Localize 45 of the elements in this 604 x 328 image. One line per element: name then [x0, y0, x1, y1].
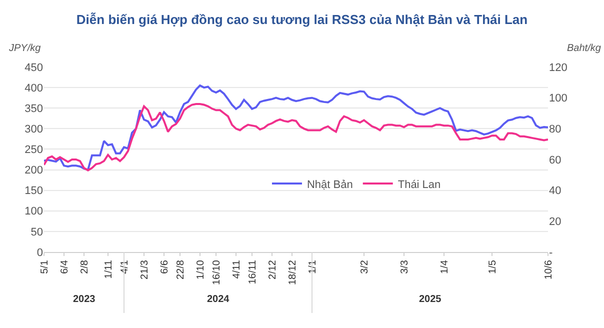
y-tick-label: 450 — [24, 62, 43, 74]
y2-tick-label: 80 — [549, 124, 562, 136]
y2-tick-label: 40 — [549, 185, 562, 198]
y-tick-label: 100 — [24, 206, 43, 218]
text: 2023 — [73, 294, 96, 305]
y-tick-label: 50 — [30, 226, 43, 238]
y-tick-label: 300 — [24, 124, 43, 136]
y-tick-label: 0 — [36, 246, 43, 259]
y-axis-title: JPY/kg — [8, 43, 42, 54]
x-tick-label: 1/10 — [195, 260, 206, 280]
y-tick-label: 150 — [24, 185, 43, 198]
legend-label: Nhật Bản — [306, 178, 353, 191]
x-tick-label: 6/6 — [159, 260, 170, 274]
text: 2024 — [207, 294, 230, 305]
x-tick-label: 21/3 — [139, 260, 150, 280]
y2-tick-label: 20 — [549, 216, 562, 228]
x-tick-label: 1/11 — [103, 260, 114, 279]
text: 2025 — [419, 294, 442, 305]
x-tick-label: 3/3 — [399, 260, 410, 274]
y2-axis-title: Baht/kg — [567, 43, 602, 54]
x-tick-label: 1/5 — [487, 260, 498, 274]
legend-label: Thái Lan — [398, 178, 441, 191]
x-tick-label: 1/4 — [439, 260, 450, 274]
y2-tick-label: 100 — [549, 92, 568, 105]
x-tick-label: 5/1 — [39, 260, 50, 274]
y-tick-label: 350 — [24, 102, 43, 115]
x-tick-label: 6/4 — [59, 260, 70, 274]
x-tick-label: 10/6 — [543, 260, 554, 280]
y-tick-label: 200 — [24, 164, 43, 177]
x-tick-label: 22/8 — [175, 260, 186, 280]
chart-title: Diễn biến giá Hợp đồng cao su tương lai RSS3 của Nhật Bản và Thái Lan — [76, 12, 528, 27]
y-tick-label: 250 — [24, 144, 43, 156]
x-tick-label: 2/12 — [267, 260, 278, 280]
x-tick-label: 4/11 — [231, 260, 242, 279]
x-tick-label: 18/12 — [287, 260, 298, 286]
x-tick-label: 2/8 — [79, 260, 90, 274]
y2-tick-label: 60 — [549, 154, 562, 166]
x-tick-label: 16/10 — [211, 260, 222, 286]
y-tick-label: 400 — [24, 82, 43, 94]
line-series — [44, 84, 548, 171]
y2-tick-label: - — [549, 246, 553, 259]
line-series — [44, 103, 548, 172]
x-tick-label: 16/11 — [247, 260, 258, 284]
y2-tick-label: 120 — [549, 62, 568, 74]
x-tick-label: 3/2 — [359, 260, 370, 274]
